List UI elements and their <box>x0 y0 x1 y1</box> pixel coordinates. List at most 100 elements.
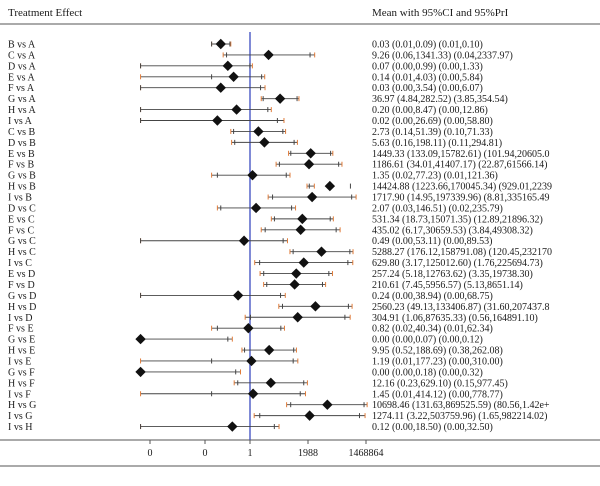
forest-row: I vs E 1.19 (0.01,177.23) (0.00,310.00) <box>8 355 503 367</box>
mean-marker <box>227 421 238 432</box>
mean-marker <box>289 279 300 290</box>
row-estimate-text: 0.07 (0.00,0.99) (0.00,1.33) <box>372 61 483 72</box>
forest-row: E vs A 0.14 (0.01,4.03) (0.00,5.84) <box>8 71 483 83</box>
mean-marker <box>250 202 262 214</box>
row-estimate-text: 0.12 (0.00,18.50) (0.00,32.50) <box>372 422 493 433</box>
mean-marker <box>263 344 275 356</box>
forest-row: H vs B 14424.88 (1223.66,170045.34) (929.… <box>8 180 552 193</box>
mean-marker <box>212 115 223 126</box>
row-estimate-text: 0.49 (0.00,53.11) (0.00,89.53) <box>372 236 492 247</box>
mean-marker <box>247 169 258 181</box>
forest-row: D vs B 5.63 (0.16,198.11) (0.11,294.81) <box>8 137 502 149</box>
forest-row: D vs A 0.07 (0.00,0.99) (0.00,1.33) <box>8 60 483 72</box>
mean-marker <box>232 290 244 301</box>
row-label: F vs A <box>8 83 35 94</box>
row-estimate-text: 0.14 (0.01,4.03) (0.00,5.84) <box>372 72 483 83</box>
mean-marker <box>291 268 302 279</box>
row-estimate-text: 210.61 (7.45,5956.57) (5.13,8651.14) <box>372 280 523 291</box>
row-label: I vs C <box>8 258 32 269</box>
row-estimate-text: 10698.46 (131.63,869525.59) (80.56,1.42e… <box>372 400 550 411</box>
mean-marker <box>135 333 146 345</box>
mean-marker <box>231 104 242 115</box>
row-label: C vs B <box>8 127 36 138</box>
mean-marker <box>247 388 259 399</box>
row-label: H vs G <box>8 400 36 411</box>
row-estimate-text: 1717.90 (14.95,197339.96) (8.81,335165.4… <box>372 193 550 204</box>
x-tick-label: 1468864 <box>349 448 384 459</box>
row-label: G vs B <box>8 171 36 182</box>
row-estimate-text: 0.00 (0.00,0.07) (0.00,0.12) <box>372 335 483 346</box>
forest-row: F vs D 210.61 (7.45,5956.57) (5.13,8651.1… <box>8 279 523 291</box>
forest-rows: B vs A 0.03 (0.01,0.09) (0.01,0.10)C vs A… <box>8 38 552 433</box>
mean-marker <box>292 312 303 323</box>
row-label: H vs C <box>8 247 36 258</box>
forest-row: I vs G 1274.11 (3.22,503759.96) (1.65,982… <box>8 410 547 422</box>
row-label: F vs D <box>8 280 35 291</box>
mean-marker <box>253 126 264 137</box>
forest-row: E vs D 257.24 (5.18,12763.62) (3.35,19738… <box>8 268 533 280</box>
forest-row: B vs A 0.03 (0.01,0.09) (0.01,0.10) <box>8 38 483 51</box>
forest-row: G vs D 0.24 (0.00,38.94) (0.00,68.75) <box>8 290 493 302</box>
row-label: E vs D <box>8 269 35 280</box>
row-label: H vs B <box>8 182 36 193</box>
mean-marker <box>222 60 234 72</box>
row-estimate-text: 304.91 (1.06,87635.33) (0.56,164891.10) <box>372 313 538 324</box>
mean-marker <box>135 366 146 378</box>
row-label: D vs C <box>8 203 36 214</box>
x-tick-label: 0 <box>203 448 208 459</box>
row-label: D vs B <box>8 138 36 149</box>
mean-marker <box>246 355 257 367</box>
row-label: C vs A <box>8 50 36 61</box>
forest-row: F vs B 1186.61 (34.01,41407.17) (22.87,61… <box>8 159 547 171</box>
mean-marker <box>303 159 315 170</box>
row-estimate-text: 1449.33 (133.09,15782.61) (101.94,20605.… <box>372 149 550 160</box>
row-estimate-text: 0.03 (0.00,3.54) (0.00,6.07) <box>372 83 483 94</box>
forest-row: F vs A 0.03 (0.00,3.54) (0.00,6.07) <box>8 82 483 94</box>
row-label: H vs A <box>8 105 37 116</box>
row-estimate-text: 0.00 (0.00,0.18) (0.00,0.32) <box>372 367 483 378</box>
forest-row: I vs D 304.91 (1.06,87635.33) (0.56,16489… <box>8 312 538 324</box>
row-estimate-text: 0.24 (0.00,38.94) (0.00,68.75) <box>372 291 493 302</box>
row-estimate-text: 36.97 (4.84,282.52) (3.85,354.54) <box>372 94 508 105</box>
x-tick-label: 1988 <box>298 448 318 459</box>
row-estimate-text: 0.02 (0.00,26.69) (0.00,58.80) <box>372 116 493 127</box>
mean-marker <box>238 235 250 246</box>
row-label: D vs A <box>8 61 37 72</box>
forest-row: I vs F 1.45 (0.01,414.12) (0.00,778.77) <box>8 388 503 400</box>
forest-row: G vs E 0.00 (0.00,0.07) (0.00,0.12) <box>8 333 483 346</box>
row-estimate-text: 257.24 (5.18,12763.62) (3.35,19738.30) <box>372 269 533 280</box>
row-label: E vs B <box>8 149 35 160</box>
mean-marker <box>324 180 336 192</box>
mean-marker <box>215 38 226 50</box>
forest-row: I vs B 1717.90 (14.95,197339.96) (8.81,33… <box>8 191 550 204</box>
mean-marker <box>274 93 286 104</box>
row-label: H vs E <box>8 346 35 357</box>
row-label: B vs A <box>8 40 36 51</box>
row-estimate-text: 0.20 (0.00,8.47) (0.00,12.86) <box>372 105 488 116</box>
row-label: E vs A <box>8 72 35 83</box>
x-axis-ticks: 0 0 1 1988 1468864 <box>148 440 384 459</box>
row-estimate-text: 0.82 (0.02,40.34) (0.01,62.34) <box>372 324 493 335</box>
row-label: G vs C <box>8 236 36 247</box>
mean-marker <box>322 399 333 410</box>
forest-row: H vs C 5288.27 (176.12,158791.08) (120.45… <box>8 246 552 258</box>
mean-marker <box>316 246 327 257</box>
row-label: F vs C <box>8 225 34 236</box>
row-estimate-text: 5.63 (0.16,198.11) (0.11,294.81) <box>372 138 502 149</box>
row-label: I vs E <box>8 356 31 367</box>
mean-marker <box>215 82 226 93</box>
row-label: I vs A <box>8 116 33 127</box>
row-label: I vs H <box>8 422 32 433</box>
row-estimate-text: 629.80 (3.17,125012.60) (1.76,225694.73) <box>372 258 543 269</box>
row-label: G vs D <box>8 291 36 302</box>
row-estimate-text: 9.26 (0.06,1341.33) (0.04,2337.97) <box>372 50 513 61</box>
forest-row: I vs C 629.80 (3.17,125012.60) (1.76,2256… <box>8 257 543 269</box>
forest-row: I vs H 0.12 (0.00,18.50) (0.00,32.50) <box>8 421 493 433</box>
mean-marker <box>310 301 321 312</box>
row-estimate-text: 435.02 (6.17,30659.53) (3.84,49308.32) <box>372 225 533 236</box>
forest-row: F vs E 0.82 (0.02,40.34) (0.01,62.34) <box>8 322 493 335</box>
row-estimate-text: 1.35 (0.02,77.23) (0.01,121.36) <box>372 171 498 182</box>
row-estimate-text: 12.16 (0.23,629.10) (0.15,977.45) <box>372 378 508 389</box>
mean-marker <box>243 322 254 334</box>
row-estimate-text: 9.95 (0.52,188.69) (0.38,262.08) <box>372 346 503 357</box>
